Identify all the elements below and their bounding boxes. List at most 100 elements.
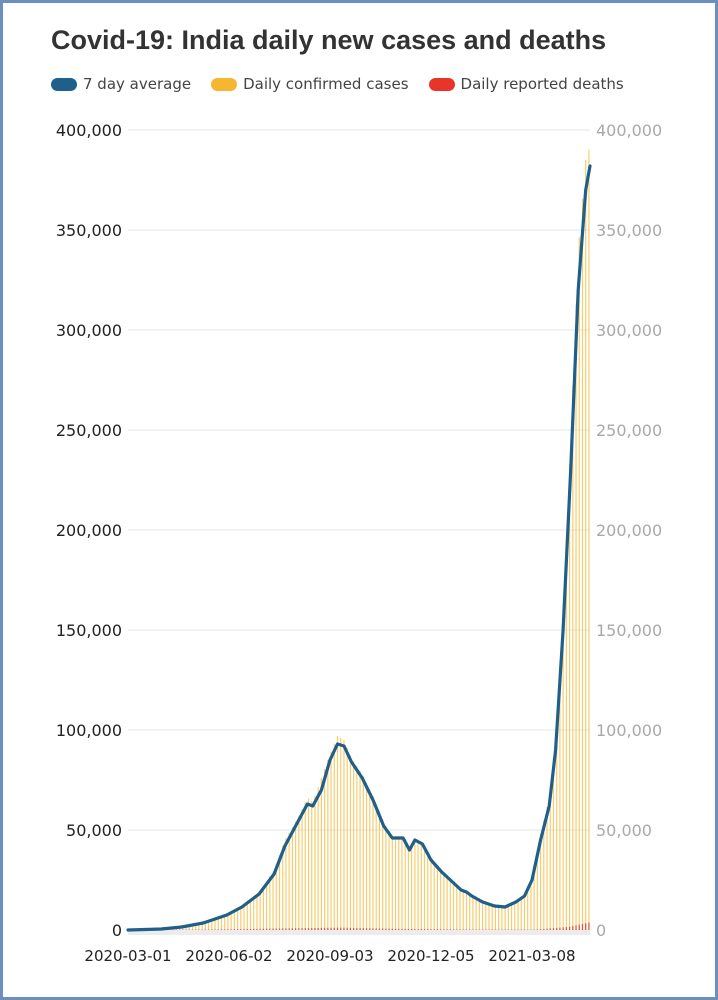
deaths-bar (440, 929, 442, 930)
legend-item-cases[interactable]: Daily confirmed cases (211, 75, 409, 93)
cases-bar (530, 878, 532, 930)
deaths-bar (559, 927, 561, 930)
deaths-bar (256, 928, 258, 930)
cases-bar (452, 881, 455, 930)
cases-bar (320, 778, 322, 930)
cases-bar (262, 885, 264, 930)
deaths-bar (543, 928, 545, 930)
legend-swatch-cases (211, 77, 238, 91)
y-tick-label-right: 200,000 (596, 521, 662, 540)
legend-label-average: 7 day average (83, 75, 192, 93)
legend-label-deaths: Daily reported deaths (460, 75, 624, 93)
deaths-bar (575, 925, 577, 930)
cases-bar (414, 838, 416, 930)
cases-bar (527, 886, 529, 930)
deaths-bar (327, 927, 329, 930)
deaths-bar (353, 927, 355, 930)
deaths-bar (307, 928, 310, 930)
y-tick-label-right: 0 (596, 921, 606, 940)
deaths-bar (278, 928, 281, 930)
cases-bar (578, 237, 580, 931)
deaths-bar (404, 928, 406, 930)
legend-swatch-average (51, 77, 77, 91)
cases-bar (201, 922, 203, 930)
cases-bar (327, 760, 329, 930)
cases-bar (362, 776, 364, 930)
cases-bar (372, 796, 374, 930)
cases-bar (549, 788, 551, 930)
cases-bar (449, 878, 451, 930)
deaths-bar (562, 927, 564, 930)
cases-bar (459, 887, 461, 930)
deaths-bar (227, 929, 229, 930)
y-tick-label-right: 400,000 (596, 121, 662, 140)
cases-bar (224, 914, 226, 930)
deaths-bar (382, 928, 384, 930)
deaths-bar (243, 929, 245, 930)
cases-bar (275, 864, 277, 930)
deaths-bar (401, 928, 403, 930)
cases-bar (266, 881, 268, 930)
deaths-bar (336, 927, 339, 930)
cases-bar (195, 923, 197, 930)
cases-bar (233, 910, 235, 930)
cases-bar (301, 809, 303, 930)
cases-bar (507, 903, 509, 930)
cases-bar (240, 906, 242, 930)
cases-bar (572, 385, 574, 930)
deaths-bar (333, 927, 335, 930)
cases-bar (539, 834, 542, 930)
cases-bar (230, 911, 232, 930)
deaths-bar (320, 927, 322, 930)
x-tick-label: 2020-06-02 (185, 947, 272, 965)
cases-bar (336, 736, 339, 930)
legend-item-average[interactable]: 7 day average (51, 75, 191, 93)
cases-bar (349, 755, 352, 930)
cases-bar (552, 758, 555, 930)
legend-item-deaths[interactable]: Daily reported deaths (428, 75, 624, 93)
cases-bar (191, 924, 194, 930)
cases-bar (246, 901, 248, 930)
deaths-bar (224, 929, 226, 930)
x-tick-label: 2021-03-08 (488, 947, 575, 965)
deaths-bar (556, 927, 558, 930)
cases-bar (514, 900, 516, 930)
x-tick-label: 2020-03-01 (84, 947, 171, 965)
deaths-bar (398, 928, 400, 930)
deaths-bar (214, 929, 216, 930)
deaths-bar (430, 929, 432, 930)
deaths-bar (536, 929, 538, 930)
x-axis-band (128, 930, 590, 935)
y-tick-label-right: 100,000 (596, 721, 662, 740)
cases-bar (585, 160, 587, 930)
deaths-bar (259, 928, 261, 930)
deaths-bar (282, 928, 284, 930)
cases-bar (295, 821, 297, 930)
deaths-bar (414, 929, 416, 930)
deaths-bar (549, 928, 551, 930)
cases-bar (423, 846, 426, 930)
deaths-bar (236, 929, 239, 930)
deaths-bar (298, 928, 300, 930)
cases-bar (185, 925, 187, 930)
cases-bar (562, 610, 564, 930)
cases-bar (278, 855, 281, 930)
cases-bar (407, 846, 410, 930)
cases-bar (433, 861, 435, 930)
cases-bar (543, 820, 545, 930)
cases-bar (356, 766, 358, 930)
cases-bar (533, 865, 535, 930)
cases-bar (227, 913, 229, 930)
cases-bar (330, 751, 332, 930)
cases-bar (488, 902, 490, 930)
deaths-bar (349, 927, 352, 930)
y-tick-label-left: 350,000 (56, 221, 122, 240)
cases-bar (517, 898, 519, 930)
cases-bar (220, 915, 223, 930)
y-tick-label-left: 400,000 (56, 121, 122, 140)
deaths-bar (233, 929, 235, 930)
y-tick-label-left: 0 (112, 921, 122, 940)
cases-bar (388, 830, 390, 930)
deaths-bar (249, 929, 252, 930)
deaths-bar (330, 927, 332, 930)
